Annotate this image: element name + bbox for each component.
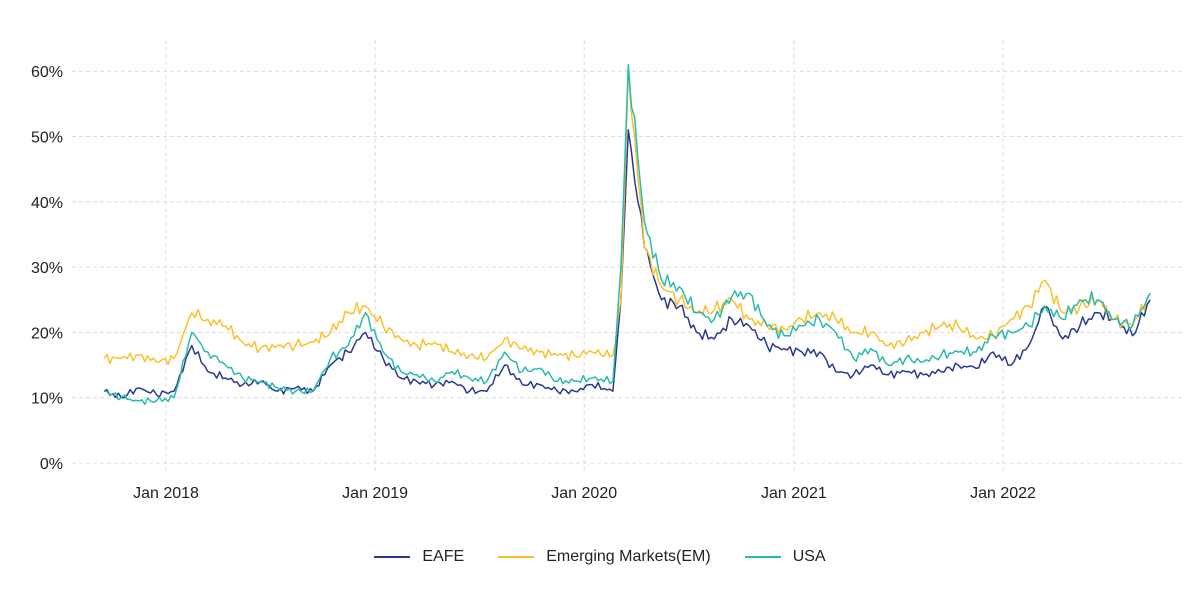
line-chart: 0% 10% 20% 30% 40% 50% 60% Jan 2018 Jan 2019 Jan … [31,40,1185,502]
x-tick-label: Jan 2018 [133,485,199,502]
axis-ticks: 0% 10% 20% 30% 40% 50% 60% Jan 2018 Jan 2019 Jan … [31,64,1036,502]
series-line-usa [104,63,1151,406]
legend-label-em: Emerging Markets(EM) [546,548,711,565]
y-tick-label: 10% [31,391,63,408]
legend-item-em[interactable]: Emerging Markets(EM) [498,548,711,566]
y-tick-label: 20% [31,325,63,342]
x-tick-label: Jan 2020 [551,485,617,502]
legend-item-eafe[interactable]: EAFE [374,548,464,566]
legend-label-eafe: EAFE [422,548,465,565]
y-tick-label: 30% [31,260,63,277]
y-tick-label: 60% [31,64,63,81]
series-lines [103,63,1151,406]
x-tick-label: Jan 2021 [761,485,827,502]
x-tick-label: Jan 2019 [342,485,408,502]
y-tick-label: 40% [31,195,63,212]
legend-label-usa: USA [792,548,826,565]
gridlines [72,40,1185,475]
legend: EAFE Emerging Markets(EM) USA [0,548,1200,566]
series-line-eafe [103,129,1151,399]
legend-swatch-eafe [374,556,411,558]
legend-swatch-em [498,556,535,558]
y-tick-label: 0% [40,456,63,473]
y-tick-label: 50% [31,130,63,147]
x-tick-label: Jan 2022 [970,485,1036,502]
legend-swatch-usa [744,556,781,558]
legend-item-usa[interactable]: USA [744,548,826,566]
